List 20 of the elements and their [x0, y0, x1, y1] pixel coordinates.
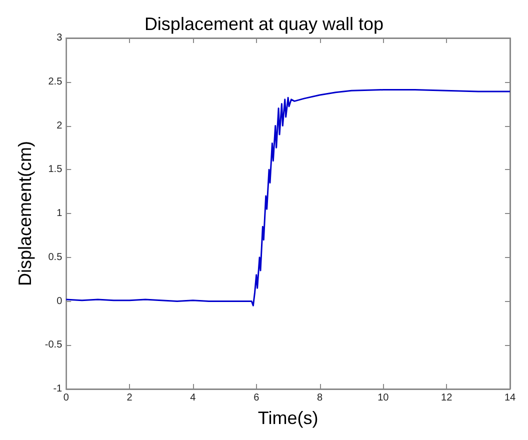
y-axis-title: Displacement(cm) [15, 140, 35, 286]
x-tick-label: 14 [504, 392, 516, 404]
y-tick-label: 0 [56, 296, 63, 307]
y-tick-label: 2 [56, 120, 63, 132]
line-series [65, 89, 511, 306]
y-tick-label: 3 [56, 32, 63, 44]
x-tick-label: 2 [126, 392, 133, 404]
x-tick-label: 10 [378, 392, 390, 404]
y-tick-label: 1.5 [48, 164, 63, 176]
y-tick-label: -0.5 [44, 340, 63, 351]
y-tick-label: 0.5 [48, 252, 63, 263]
x-tick-label: 4 [190, 392, 196, 404]
x-tick-label: 12 [441, 392, 453, 404]
chart-title: Displacement at quay wall top [144, 14, 384, 34]
y-tick-label: -1 [53, 384, 63, 394]
x-axis-title: Time(s) [258, 408, 318, 428]
y-tick-label: 2.5 [48, 76, 63, 88]
x-tick-label: 8 [316, 392, 323, 404]
y-tick-label: 1 [56, 208, 63, 219]
x-tick-label: 6 [254, 392, 260, 404]
